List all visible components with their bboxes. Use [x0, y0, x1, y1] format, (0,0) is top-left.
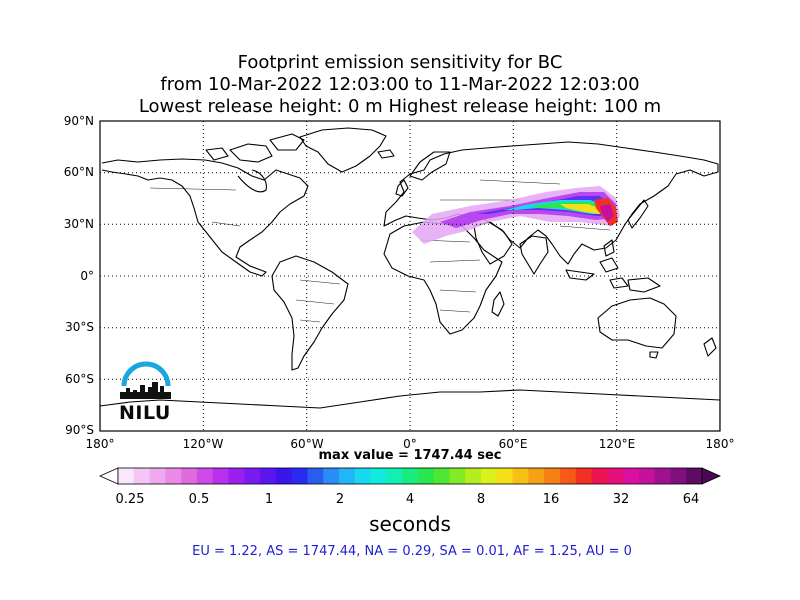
colorbar-tick: 1 — [264, 492, 274, 507]
colorbar-swatch — [591, 468, 608, 484]
lat-label-30s: 30°S — [65, 320, 94, 334]
colorbar-tick: 0.25 — [115, 492, 145, 507]
colorbar-extend-max — [701, 467, 721, 485]
region-summary: EU = 1.22, AS = 1747.44, NA = 0.29, SA =… — [192, 544, 632, 559]
nilu-logo-icon — [120, 361, 171, 399]
lon-label-120e: 120°E — [598, 437, 636, 451]
colorbar-swatch — [212, 468, 230, 484]
coastlines — [100, 127, 720, 431]
graticule — [100, 121, 720, 431]
colorbar-swatch — [638, 468, 656, 484]
colorbar-swatch — [165, 468, 182, 484]
colorbar-swatch — [559, 468, 577, 484]
colorbar-swatch — [354, 468, 372, 484]
colorbar-swatch — [323, 468, 340, 484]
colorbar-swatch — [402, 468, 419, 484]
colorbar-swatch — [512, 468, 529, 484]
lon-label-60e: 60°E — [498, 437, 528, 451]
colorbar-swatch — [370, 468, 387, 484]
colorbar-extend-min — [99, 467, 119, 485]
lon-label-60w: 60°W — [290, 437, 324, 451]
lat-label-90s: 90°S — [65, 423, 94, 437]
colorbar-swatch — [307, 468, 324, 484]
colorbar-swatch — [244, 468, 261, 484]
colorbar-swatch — [481, 468, 498, 484]
map-frame — [99, 120, 721, 432]
colorbar-swatch — [544, 468, 561, 484]
colorbar-swatch — [149, 468, 166, 484]
colorbar-tick: 8 — [476, 492, 486, 507]
colorbar-frame — [117, 467, 703, 485]
colorbar-swatch — [528, 468, 545, 484]
colorbar-swatch — [228, 468, 245, 484]
colorbar-swatch — [465, 468, 482, 484]
colorbar-tick: 32 — [612, 492, 630, 507]
colorbar-swatch — [291, 468, 308, 484]
colorbar-swatch — [275, 468, 293, 484]
colorbar-swatch — [181, 468, 198, 484]
colorbar-swatch — [670, 468, 687, 484]
max-value-label: max value = 1747.44 sec — [318, 448, 502, 463]
colorbar-swatch — [449, 468, 466, 484]
colorbar-swatch — [496, 468, 514, 484]
colorbar-swatch — [686, 468, 703, 484]
lat-label-60s: 60°S — [65, 372, 94, 386]
colorbar-swatch — [623, 468, 640, 484]
title-line-1: Footprint emission sensitivity for BC — [237, 52, 563, 73]
lat-label-90n: 90°N — [63, 114, 94, 128]
colorbar-swatch — [386, 468, 403, 484]
nilu-logo-text: NILU — [119, 402, 171, 424]
colorbar-swatch — [433, 468, 451, 484]
colorbar-swatch — [118, 468, 135, 484]
colorbar-tick: 2 — [335, 492, 345, 507]
title-line-2: from 10-Mar-2022 12:03:00 to 11-Mar-2022… — [160, 74, 640, 95]
lat-label-0: 0° — [80, 269, 94, 283]
lat-label-60n: 60°N — [63, 165, 94, 179]
colorbar-swatch — [607, 468, 624, 484]
title-line-3: Lowest release height: 0 m Highest relea… — [138, 96, 662, 117]
lon-label-120w: 120°W — [182, 437, 224, 451]
colorbar-tick: 16 — [542, 492, 560, 507]
colorbar-swatch — [260, 468, 277, 484]
colorbar-tick: 4 — [405, 492, 415, 507]
colorbar-swatch — [338, 468, 356, 484]
colorbar — [99, 467, 721, 485]
colorbar-unit-label: seconds — [369, 512, 451, 536]
footprint-plume — [412, 186, 620, 244]
lat-label-30n: 30°N — [63, 217, 94, 231]
lon-label-180e: 180° — [705, 437, 735, 451]
colorbar-swatch — [133, 468, 151, 484]
colorbar-tick: 64 — [682, 492, 700, 507]
colorbar-swatch — [196, 468, 214, 484]
country-borders — [149, 179, 611, 323]
colorbar-swatch — [575, 468, 593, 484]
colorbar-swatch — [654, 468, 672, 484]
lon-label-0: 0° — [403, 437, 417, 451]
colorbar-swatch — [417, 468, 435, 484]
colorbar-tick: 0.5 — [188, 492, 210, 507]
lon-label-180w: 180° — [85, 437, 115, 451]
